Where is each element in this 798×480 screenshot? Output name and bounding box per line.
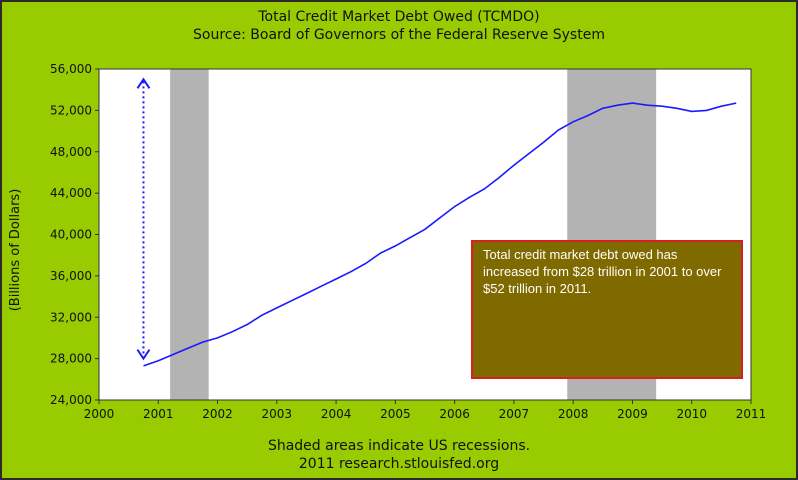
chart-subtitle: Source: Board of Governors of the Federa… [193, 27, 605, 43]
annotation-text: Total credit market debt owed has increa… [483, 247, 722, 296]
arrow-head-up-icon [136, 77, 151, 89]
recession-band [170, 69, 209, 400]
x-tick-label: 2000 [84, 407, 115, 421]
x-tick-label: 2008 [558, 407, 589, 421]
chart-title: Total Credit Market Debt Owed (TCMDO) [258, 9, 540, 25]
y-tick-label: 28,000 [50, 352, 92, 366]
annotation-box: Total credit market debt owed has increa… [471, 240, 743, 379]
y-tick-label: 52,000 [50, 103, 92, 117]
x-tick-label: 2001 [143, 407, 174, 421]
x-tick-label: 2004 [321, 407, 352, 421]
x-tick-label: 2002 [202, 407, 233, 421]
x-tick-label: 2005 [380, 407, 411, 421]
series-line [143, 102, 737, 367]
y-tick-label: 48,000 [50, 145, 92, 159]
y-tick-label: 44,000 [50, 186, 92, 200]
source-footer: 2011 research.stlouisfed.org [298, 456, 500, 472]
y-tick-label: 32,000 [50, 310, 92, 324]
x-tick-label: 2006 [439, 407, 470, 421]
x-tick-label: 2009 [617, 407, 648, 421]
y-tick-label: 40,000 [50, 228, 92, 242]
arrow-head-down-icon [136, 349, 151, 361]
plot-border [98, 68, 752, 401]
y-axis-label: (Billions of Dollars) [8, 188, 23, 312]
x-tick-label: 2007 [499, 407, 530, 421]
x-tick-label: 2003 [262, 407, 293, 421]
x-tick-label: 2011 [736, 407, 767, 421]
recession-note: Shaded areas indicate US recessions. [267, 438, 531, 454]
y-tick-label: 24,000 [50, 393, 92, 407]
x-tick-label: 2010 [676, 407, 707, 421]
y-tick-label: 36,000 [50, 269, 92, 283]
y-tick-label: 56,000 [50, 62, 92, 76]
